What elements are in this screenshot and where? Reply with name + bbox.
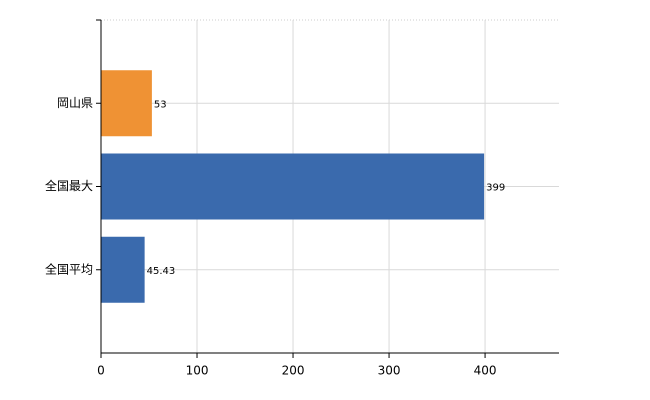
value-label: 45.43 <box>147 266 176 277</box>
value-label: 53 <box>154 99 167 110</box>
y-tick-label: 全国平均 <box>45 261 93 276</box>
x-tick-label: 300 <box>378 364 401 378</box>
x-tick-label: 400 <box>474 364 497 378</box>
x-tick-label: 100 <box>186 364 209 378</box>
bar <box>101 236 145 303</box>
bar <box>101 70 152 137</box>
value-label: 399 <box>486 183 505 194</box>
y-tick-label: 岡山県 <box>57 96 93 110</box>
bar <box>101 153 485 220</box>
y-tick-label: 全国最大 <box>45 178 93 193</box>
x-tick-label: 0 <box>97 364 105 378</box>
x-tick-label: 200 <box>282 364 305 378</box>
